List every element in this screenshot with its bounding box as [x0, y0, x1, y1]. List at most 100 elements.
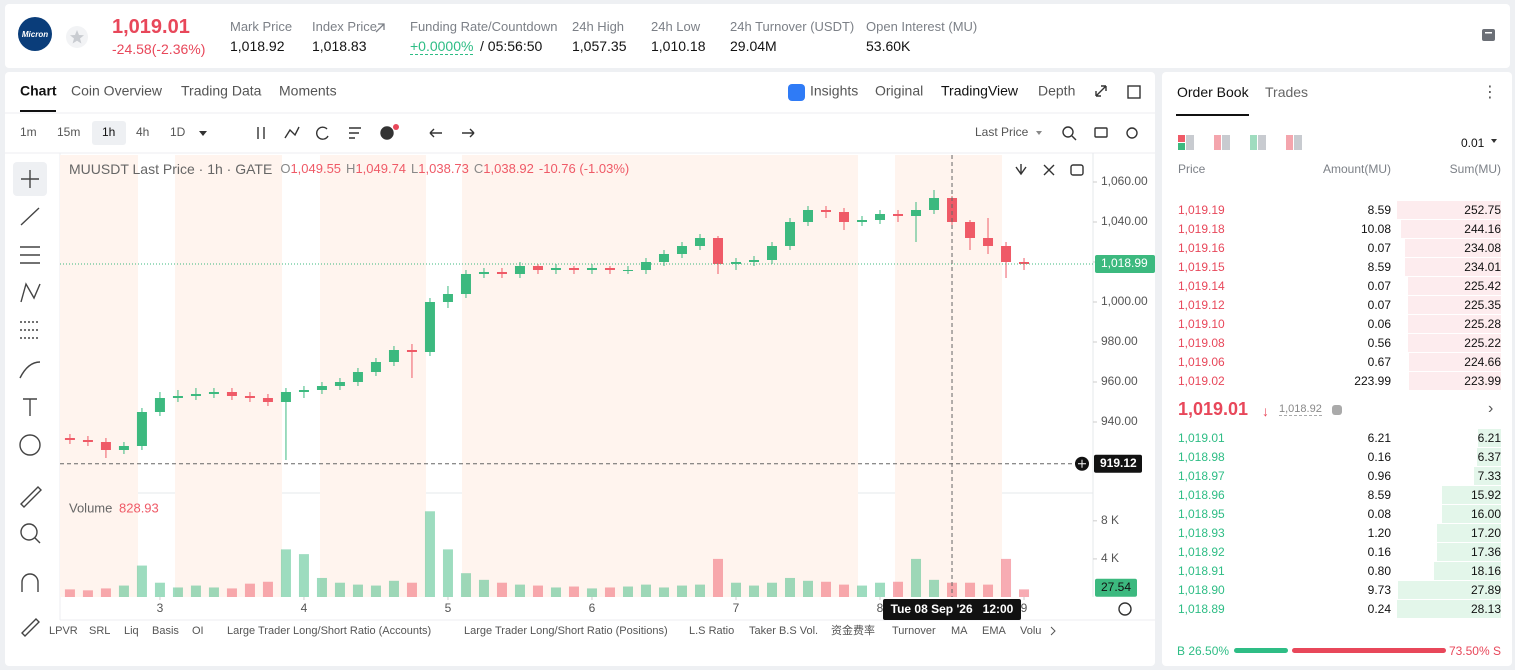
ob-price[interactable]: 1,019.06 — [1178, 355, 1225, 369]
candle-body — [929, 198, 940, 210]
ob-price[interactable]: 1,018.89 — [1178, 602, 1225, 616]
stat-label: Funding Rate/Countdown — [410, 19, 558, 34]
candle-body — [568, 268, 579, 270]
ob-amount: 9.73 — [1367, 583, 1391, 597]
ob-sum: 16.00 — [1470, 507, 1501, 521]
candle-body — [730, 262, 741, 264]
interval[interactable]: 4h — [136, 125, 149, 139]
volume-bar — [730, 582, 741, 597]
favorite-star[interactable] — [66, 26, 88, 48]
depth-bar — [1408, 372, 1501, 390]
interval[interactable]: 1D — [170, 125, 186, 139]
ob-price[interactable]: 1,019.14 — [1178, 279, 1225, 293]
candle-body — [911, 210, 922, 216]
indicator[interactable]: MA — [951, 625, 968, 637]
ob-price[interactable]: 1,019.08 — [1178, 336, 1225, 350]
volume-bar — [586, 588, 597, 597]
depth-bar — [1397, 201, 1501, 219]
last-price-box — [1095, 255, 1155, 274]
indicator[interactable]: L.S Ratio — [689, 625, 734, 637]
indicator[interactable]: Large Trader Long/Short Ratio (Positions… — [464, 625, 668, 637]
ob-amount: 0.24 — [1367, 602, 1391, 616]
ob-price[interactable]: 1,019.12 — [1178, 298, 1225, 312]
indicator[interactable]: Large Trader Long/Short Ratio (Accounts) — [227, 625, 431, 637]
volume-bar — [136, 565, 147, 597]
indicator[interactable]: Volu — [1020, 625, 1041, 637]
ob-price[interactable]: 1,018.91 — [1178, 564, 1225, 578]
funding-countdown: / 05:56:50 — [480, 38, 543, 54]
ob-amount: 6.21 — [1367, 431, 1391, 445]
ob-price[interactable]: 1,019.01 — [1178, 431, 1225, 445]
ob-tab[interactable]: Trades — [1265, 84, 1309, 100]
candle-body — [1001, 246, 1012, 262]
chart-view[interactable]: Insights — [810, 83, 858, 99]
volume-bar — [857, 585, 868, 597]
ob-price[interactable]: 1,018.90 — [1178, 583, 1225, 597]
sell-bar — [1292, 648, 1446, 653]
chart-tab[interactable]: Coin Overview — [71, 83, 163, 99]
chart-tab[interactable]: Moments — [279, 83, 337, 99]
interval[interactable]: 1h — [102, 125, 115, 139]
indicator[interactable]: Basis — [152, 625, 179, 637]
ob-precision[interactable]: 0.01 — [1461, 136, 1485, 150]
ob-price[interactable]: 1,018.95 — [1178, 507, 1225, 521]
indicator[interactable]: OI — [192, 625, 204, 637]
candle-body — [262, 398, 273, 402]
chart-view[interactable]: Depth — [1038, 83, 1075, 99]
stat-label: Mark Price — [230, 19, 293, 34]
mid-price: 1,019.01 — [1178, 399, 1249, 419]
depth-bar — [1437, 524, 1501, 542]
ob-price[interactable]: 1,019.15 — [1178, 260, 1225, 274]
indicator[interactable]: EMA — [982, 625, 1007, 637]
volume-bar — [784, 577, 795, 597]
order-book-panel: Order Book Trades 0.01 Price Amount(MU) Sum(M… — [1162, 72, 1512, 666]
chart-view[interactable]: Original — [875, 83, 923, 99]
candle-body — [784, 222, 795, 246]
ob-more[interactable]: ⋮ — [1482, 84, 1498, 101]
indicator[interactable]: LPVR — [49, 625, 78, 637]
ob-price[interactable]: 1,018.93 — [1178, 526, 1225, 540]
notes-icon[interactable] — [1481, 27, 1497, 43]
legend-key: H — [346, 161, 355, 176]
ob-price[interactable]: 1,019.10 — [1178, 317, 1225, 331]
chart-tab[interactable]: Chart — [20, 83, 57, 99]
crosshair-x-box — [883, 599, 1022, 620]
ob-sum: 18.16 — [1470, 564, 1501, 578]
candle-body — [1019, 262, 1030, 264]
depth-bar — [1400, 220, 1501, 238]
indicator[interactable]: 资金费率 — [831, 623, 875, 637]
ob-price[interactable]: 1,019.18 — [1178, 222, 1225, 236]
indicator[interactable]: SRL — [89, 625, 110, 637]
price-source-caret — [1036, 131, 1042, 135]
last-price-label: 1,018.99 — [1101, 256, 1148, 270]
candle-body — [965, 222, 976, 238]
ob-price[interactable]: 1,019.02 — [1178, 374, 1225, 388]
ob-tab[interactable]: Order Book — [1177, 84, 1249, 100]
price-source[interactable]: Last Price — [975, 125, 1029, 139]
volume-bar — [1001, 558, 1012, 597]
volume-bar — [64, 589, 75, 597]
indicator[interactable]: Liq — [124, 625, 139, 637]
chart-view[interactable]: TradingView — [941, 83, 1019, 99]
volume-bar — [694, 584, 705, 597]
ob-price[interactable]: 1,018.98 — [1178, 450, 1225, 464]
indicator[interactable]: Turnover — [892, 625, 936, 637]
ob-price[interactable]: 1,018.92 — [1178, 545, 1225, 559]
mid-more[interactable]: › — [1488, 400, 1494, 417]
interval[interactable]: 1m — [20, 125, 37, 139]
depth-bar — [1436, 543, 1501, 561]
tab-underline — [20, 110, 56, 112]
layout-toggles[interactable] — [1178, 134, 1308, 152]
candle-body — [64, 438, 75, 440]
indicator[interactable]: Taker B.S Vol. — [749, 625, 818, 637]
ob-price[interactable]: 1,018.97 — [1178, 469, 1225, 483]
x-tick-label: 9 — [1021, 601, 1028, 615]
interval[interactable]: 15m — [57, 125, 80, 139]
chart-tab[interactable]: Trading Data — [181, 83, 262, 99]
ob-price[interactable]: 1,019.16 — [1178, 241, 1225, 255]
ob-price[interactable]: 1,019.19 — [1178, 203, 1225, 217]
candle-body — [226, 392, 237, 396]
depth-bar — [1433, 562, 1501, 580]
candle-body — [550, 268, 561, 270]
ob-price[interactable]: 1,018.96 — [1178, 488, 1225, 502]
